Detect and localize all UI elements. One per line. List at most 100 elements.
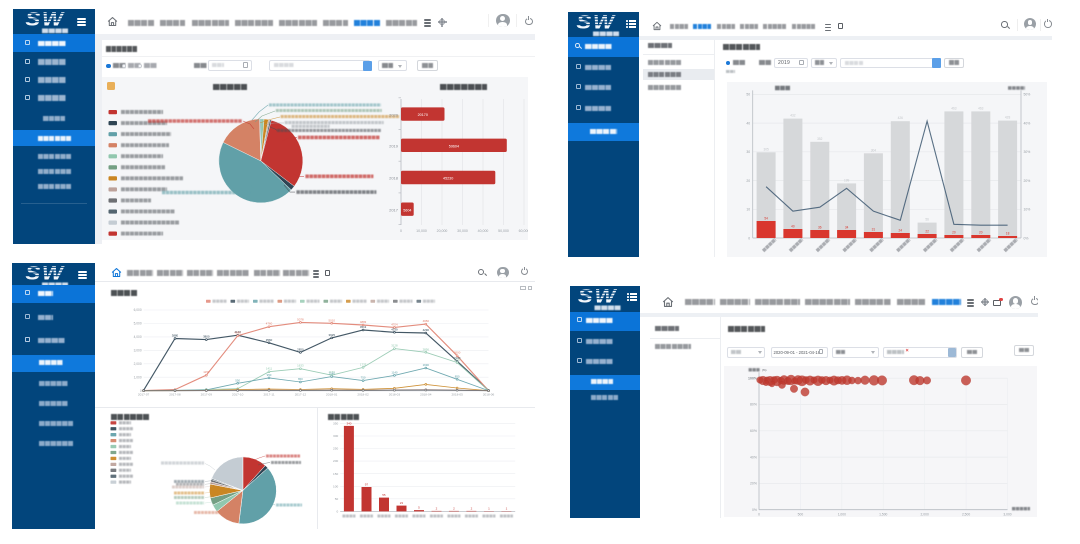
svg-text:1411: 1411 [266,367,273,371]
svg-text:463: 463 [951,106,957,110]
svg-text:2: 2 [436,506,438,510]
svg-text:463: 463 [978,106,984,110]
svg-text:304: 304 [871,148,877,152]
svg-text:54: 54 [764,216,768,220]
svg-text:50: 50 [335,497,339,501]
svg-text:30,000: 30,000 [457,229,468,233]
svg-text:432: 432 [790,114,796,118]
svg-text:0: 0 [336,510,338,514]
svg-text:2,000: 2,000 [921,512,929,516]
svg-text:650: 650 [298,377,303,381]
svg-text:2018-04: 2018-04 [420,393,432,397]
svg-text:305: 305 [763,147,769,151]
svg-text:5078: 5078 [297,317,304,321]
svg-text:2017: 2017 [389,207,399,212]
svg-text:750: 750 [361,376,366,380]
svg-text:40%: 40% [750,455,757,459]
svg-text:2017-12: 2017-12 [295,393,307,397]
svg-text:100: 100 [333,484,338,488]
svg-text:2190: 2190 [454,356,461,360]
svg-text:20%: 20% [1024,179,1031,183]
svg-text:40,000: 40,000 [478,229,489,233]
svg-text:22: 22 [925,229,929,233]
svg-text:2,000: 2,000 [134,362,142,366]
svg-text:10,000: 10,000 [416,229,427,233]
svg-text:2018-05: 2018-05 [451,393,463,397]
svg-text:0: 0 [400,229,402,233]
svg-text:20,000: 20,000 [437,229,448,233]
svg-text:34: 34 [845,225,849,229]
svg-text:3800: 3800 [203,335,210,339]
svg-text:2018-03: 2018-03 [389,393,401,397]
svg-text:10: 10 [746,208,750,212]
svg-text:60,000: 60,000 [519,229,528,233]
svg-text:2019: 2019 [389,144,399,149]
svg-text:300: 300 [333,434,338,438]
svg-text:20%: 20% [750,482,757,486]
svg-text:1046: 1046 [329,372,336,376]
svg-text:428: 428 [1005,116,1011,120]
svg-text:2856: 2856 [423,347,430,351]
svg-text:3880: 3880 [172,334,179,338]
svg-text:59604: 59604 [449,144,459,148]
svg-text:1: 1 [488,507,490,511]
svg-text:80%: 80% [750,403,757,407]
svg-text:2018-01: 2018-01 [326,393,338,397]
svg-text:1150: 1150 [203,370,210,374]
svg-text:1,500: 1,500 [879,512,887,516]
svg-text:2600: 2600 [454,351,461,355]
svg-text:4513: 4513 [360,325,367,329]
svg-text:340: 340 [346,421,351,425]
svg-text:199: 199 [844,178,850,182]
svg-text:2: 2 [453,506,455,510]
svg-text:100%: 100% [748,376,758,380]
svg-text:60%: 60% [750,429,757,433]
svg-text:4950: 4950 [423,319,430,323]
svg-text:20: 20 [746,179,750,183]
svg-text:SW: SW [25,264,65,284]
svg-text:40: 40 [791,224,795,228]
svg-text:4,000: 4,000 [134,335,142,339]
svg-text:3560: 3560 [266,338,273,342]
svg-text:2017-09: 2017-09 [201,393,213,397]
svg-text:24: 24 [898,228,902,232]
svg-text:250: 250 [333,447,338,451]
svg-text:2: 2 [471,506,473,510]
svg-text:2100: 2100 [454,357,461,361]
svg-text:30%: 30% [1024,150,1031,154]
svg-text:1140: 1140 [391,370,398,374]
svg-text:2018: 2018 [389,176,399,181]
svg-text:4090: 4090 [234,331,241,335]
svg-text:4339: 4339 [391,327,398,331]
svg-text:200: 200 [333,459,338,463]
svg-text:4290: 4290 [423,328,430,332]
svg-text:0: 0 [140,389,142,393]
svg-text:55: 55 [382,493,386,497]
svg-text:20170: 20170 [418,113,428,117]
svg-text:4883: 4883 [360,320,367,324]
svg-text:2020: 2020 [389,112,399,117]
svg-text:97: 97 [365,483,369,487]
svg-text:2,500: 2,500 [962,512,970,516]
svg-text:150: 150 [333,472,338,476]
svg-text:0%: 0% [752,508,757,512]
svg-text:3,000: 3,000 [1003,512,1011,516]
svg-text:0: 0 [748,236,750,240]
svg-text:40: 40 [746,121,750,125]
svg-text:1733: 1733 [360,362,367,366]
svg-text:SW: SW [25,10,65,30]
svg-text:4760: 4760 [266,322,273,326]
svg-text:850: 850 [455,374,460,378]
svg-text:10%: 10% [1024,208,1031,212]
svg-text:2017-11: 2017-11 [263,393,274,397]
svg-text:50%: 50% [1024,93,1031,97]
svg-text:950: 950 [267,373,272,377]
svg-text:1690: 1690 [423,363,430,367]
svg-text:31: 31 [872,227,876,231]
svg-text:SW: SW [578,287,618,307]
svg-text:1,000: 1,000 [134,375,142,379]
svg-text:352: 352 [817,137,823,141]
svg-text:550: 550 [235,378,240,382]
svg-text:3925: 3925 [329,333,336,337]
svg-text:18: 18 [1006,231,1010,235]
